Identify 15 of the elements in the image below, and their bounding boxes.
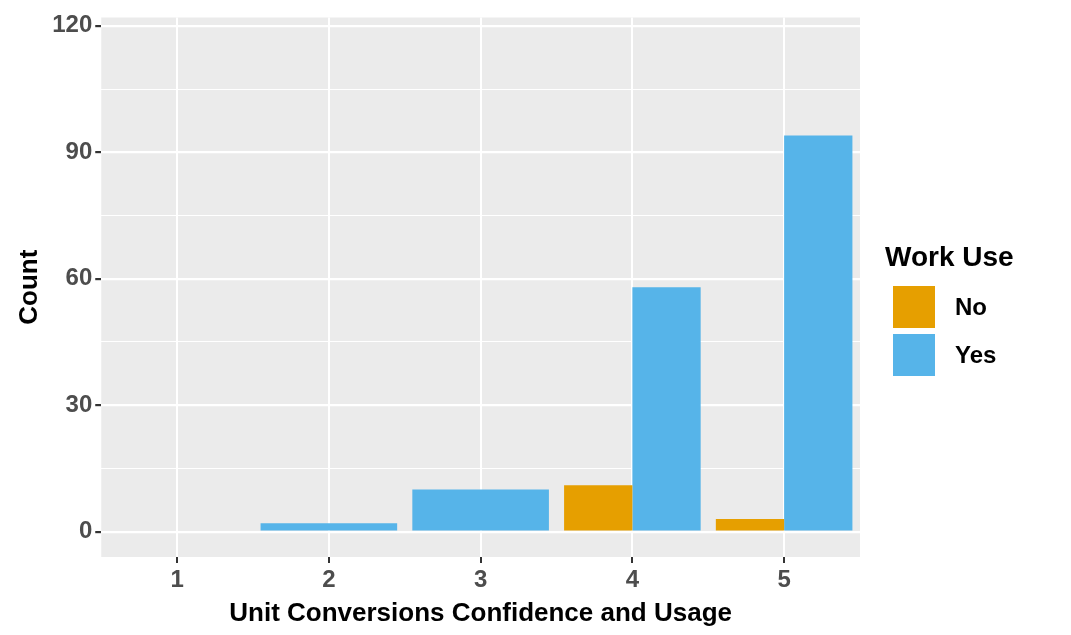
x-tick-label: 2	[322, 565, 336, 593]
y-tick-label: 30	[65, 389, 93, 417]
y-axis-title: Count	[12, 249, 43, 325]
x-axis-title: Unit Conversions Confidence and Usage	[229, 596, 732, 627]
x-tick-label: 4	[625, 565, 640, 593]
y-tick-label: 90	[65, 136, 93, 164]
y-tick-label: 0	[78, 516, 93, 544]
legend-label: No	[955, 293, 987, 321]
y-tick-label: 120	[52, 10, 93, 38]
legend-title: Work Use	[885, 241, 1014, 273]
x-tick-label: 5	[777, 565, 791, 593]
x-tick-label: 3	[473, 565, 488, 593]
y-tick-label: 60	[65, 263, 93, 291]
x-tick-label: 1	[170, 565, 184, 593]
legend-label: Yes	[955, 341, 997, 369]
